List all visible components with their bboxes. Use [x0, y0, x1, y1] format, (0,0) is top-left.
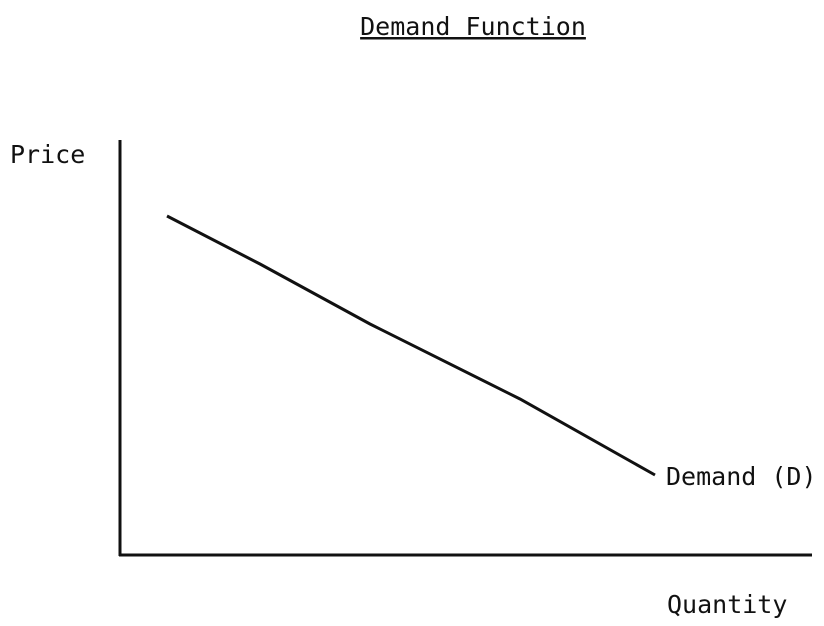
- demand-curve: [166, 214, 656, 477]
- y-axis-label: Price: [10, 140, 85, 169]
- x-axis-label: Quantity: [667, 590, 787, 619]
- title: Demand Function: [360, 12, 586, 41]
- curve-label: Demand (D): [666, 462, 817, 491]
